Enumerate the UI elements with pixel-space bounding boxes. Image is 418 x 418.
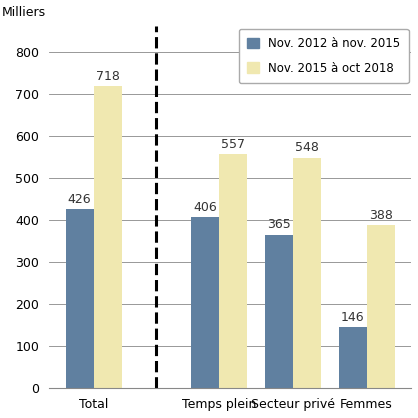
Bar bbox=[66, 209, 94, 388]
Text: 365: 365 bbox=[267, 218, 291, 231]
Text: 426: 426 bbox=[68, 193, 92, 206]
Bar bbox=[191, 217, 219, 388]
Text: 146: 146 bbox=[341, 311, 364, 324]
Bar bbox=[219, 154, 247, 388]
Bar bbox=[339, 327, 367, 388]
Legend: Nov. 2012 à nov. 2015, Nov. 2015 à oct 2018: Nov. 2012 à nov. 2015, Nov. 2015 à oct 2… bbox=[239, 29, 409, 83]
Text: 406: 406 bbox=[193, 201, 217, 214]
Bar bbox=[265, 235, 293, 388]
Text: 557: 557 bbox=[221, 138, 245, 150]
Text: Milliers: Milliers bbox=[2, 6, 46, 19]
Bar bbox=[367, 225, 395, 388]
Bar bbox=[293, 158, 321, 388]
Text: 548: 548 bbox=[295, 141, 319, 154]
Text: 388: 388 bbox=[369, 209, 393, 222]
Bar bbox=[94, 86, 122, 388]
Text: 718: 718 bbox=[96, 70, 120, 83]
